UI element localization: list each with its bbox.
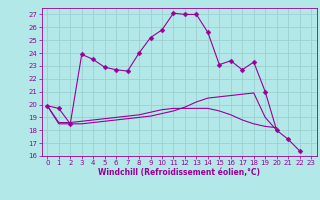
X-axis label: Windchill (Refroidissement éolien,°C): Windchill (Refroidissement éolien,°C) [98,168,260,177]
